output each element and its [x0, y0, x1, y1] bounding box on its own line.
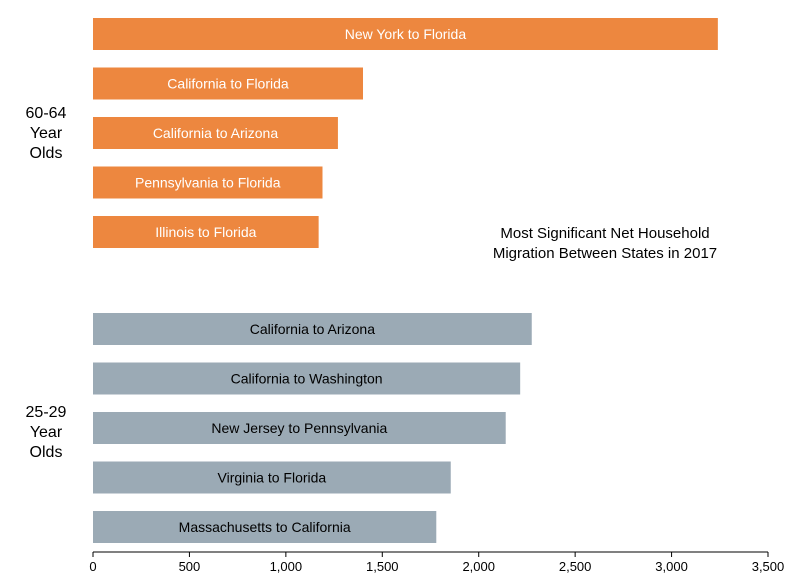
bar — [93, 461, 451, 494]
bar — [93, 511, 437, 543]
bar — [93, 117, 338, 149]
bar-label: Massachusetts to California — [179, 519, 351, 535]
bar-label: Illinois to Florida — [155, 224, 256, 240]
x-tick-label: 2,000 — [462, 559, 495, 574]
x-tick-label: 2,500 — [559, 559, 592, 574]
bar-label: Pennsylvania to Florida — [135, 175, 281, 191]
x-tick-label: 500 — [179, 559, 201, 574]
bar-label: California to Arizona — [153, 125, 279, 141]
bar-label: New Jersey to Pennsylvania — [211, 420, 387, 436]
group-label-60-64: 60-64 Year Olds — [10, 104, 82, 164]
group-label-line: Olds — [29, 145, 63, 162]
group-label-line: Year — [29, 424, 63, 441]
bar — [93, 18, 718, 50]
group-label-line: 25-29 — [25, 404, 67, 421]
group-label-line: Year — [29, 125, 63, 142]
bar — [93, 67, 363, 100]
bar — [93, 362, 521, 395]
bar-label: California to Florida — [167, 76, 289, 92]
x-tick-label: 3,500 — [752, 559, 785, 574]
x-tick-label: 1,500 — [366, 559, 399, 574]
bar-label: California to Washington — [231, 371, 383, 387]
x-tick-label: 1,000 — [270, 559, 303, 574]
bar — [93, 412, 506, 444]
bar — [93, 313, 532, 345]
x-tick-label: 0 — [89, 559, 96, 574]
bar-label: New York to Florida — [345, 26, 467, 42]
bar-label: Virginia to Florida — [218, 470, 327, 486]
bar — [93, 216, 319, 248]
chart-title: Most Significant Net Household Migration… — [492, 225, 718, 262]
group-label-line: Olds — [29, 444, 63, 461]
group-label-25-29: 25-29 Year Olds — [10, 403, 82, 463]
bar-label: California to Arizona — [250, 321, 376, 337]
x-tick-label: 3,000 — [655, 559, 688, 574]
group-label-line: 60-64 — [25, 105, 67, 122]
bar — [93, 166, 323, 199]
